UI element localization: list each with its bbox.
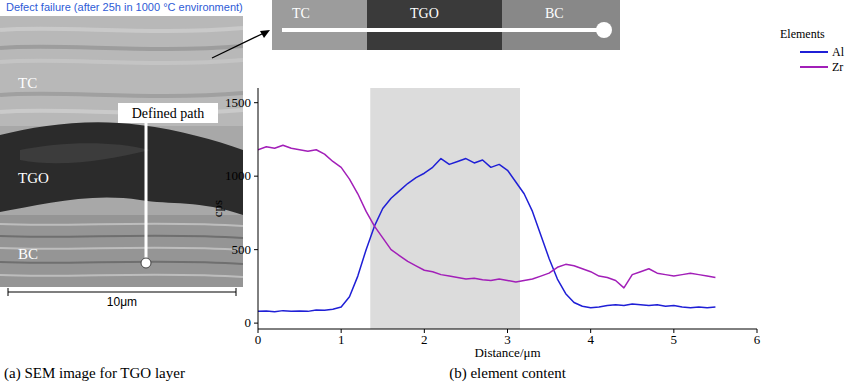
- scale-bar-bg: [0, 287, 243, 310]
- inset-label: TGO: [410, 6, 439, 21]
- inset-label: BC: [545, 6, 564, 21]
- x-tick-label: 6: [754, 332, 761, 347]
- y-tick-label: 1500: [225, 95, 251, 110]
- sem-bg: [0, 16, 243, 310]
- bc-streak: [0, 235, 243, 238]
- path-label-box: [118, 103, 218, 123]
- chart: 0123456050010001500Distance/μmcps(b) ele…: [210, 27, 845, 382]
- y-tick: [254, 102, 258, 103]
- y-tick: [254, 176, 258, 177]
- defined-path-line: [145, 122, 148, 262]
- defined-path-end: [141, 258, 151, 268]
- x-tick-label: 2: [421, 332, 428, 347]
- tc-streak: [0, 60, 243, 63]
- y-tick: [254, 249, 258, 250]
- sem-panel: TC TGO BC Defined path 10μm: [0, 16, 243, 310]
- layer-label: TGO: [18, 170, 49, 186]
- bc-streak: [0, 274, 243, 277]
- series-line: [258, 159, 715, 312]
- series-line: [258, 145, 715, 288]
- sem-image: [0, 16, 243, 310]
- inset-strip: TC TGO BC: [272, 0, 620, 50]
- inset-path-end: [596, 22, 612, 38]
- tc-streak: [0, 28, 243, 31]
- x-tick-label: 5: [671, 332, 678, 347]
- arrow-head: [260, 30, 270, 38]
- legend-swatch: [800, 51, 828, 53]
- shaded-region: [370, 88, 520, 329]
- tc-layer: [0, 16, 243, 126]
- inset-tgo: [367, 0, 502, 50]
- arrow: [212, 33, 264, 58]
- layer-label: BC: [18, 246, 38, 262]
- inset-path: [282, 28, 602, 32]
- figure: Defect failure (after 25h in 1000 °C env…: [0, 0, 861, 385]
- inset-label: TC: [292, 6, 310, 21]
- y-axis: [258, 88, 259, 329]
- scale-bar-end: [8, 288, 9, 296]
- panel-caption: (b) element content: [449, 365, 566, 382]
- legend-label: Al: [832, 45, 845, 59]
- scale-label: 10μm: [107, 295, 137, 309]
- path-label: Defined path: [132, 106, 205, 121]
- x-tick-label: 4: [587, 332, 594, 347]
- tgo-shade: [20, 143, 150, 163]
- figure-title: Defect failure (after 25h in 1000 °C env…: [6, 1, 243, 13]
- y-tick-label: 500: [232, 242, 252, 257]
- legend: Elements AlZr: [780, 27, 845, 74]
- inset-tc: [272, 0, 367, 50]
- y-tick-label: 0: [245, 315, 252, 330]
- tc-streak: [0, 46, 243, 49]
- y-tick: [254, 323, 258, 324]
- legend-label: Zr: [832, 60, 843, 74]
- plot-area: [258, 88, 715, 329]
- layer-label: TC: [18, 75, 37, 91]
- y-tick-label: 1000: [225, 168, 251, 183]
- x-tick-label: 0: [255, 332, 262, 347]
- scale-bar: [8, 291, 236, 292]
- bc-streak: [0, 223, 243, 226]
- tc-streak: [0, 93, 243, 96]
- x-tick-label: 1: [338, 332, 345, 347]
- inset-bc: [502, 0, 620, 50]
- scale-bar-end: [236, 288, 237, 296]
- inset-bg: [272, 0, 620, 50]
- y-axis-title: cps: [210, 200, 225, 217]
- legend-swatch: [800, 66, 828, 68]
- bc-layer: [0, 215, 243, 310]
- x-axis-title: Distance/μm: [474, 345, 540, 360]
- legend-title: Elements: [780, 27, 825, 41]
- tgo-layer: [0, 122, 243, 215]
- panel-caption: (a) SEM image for TGO layer: [4, 365, 185, 382]
